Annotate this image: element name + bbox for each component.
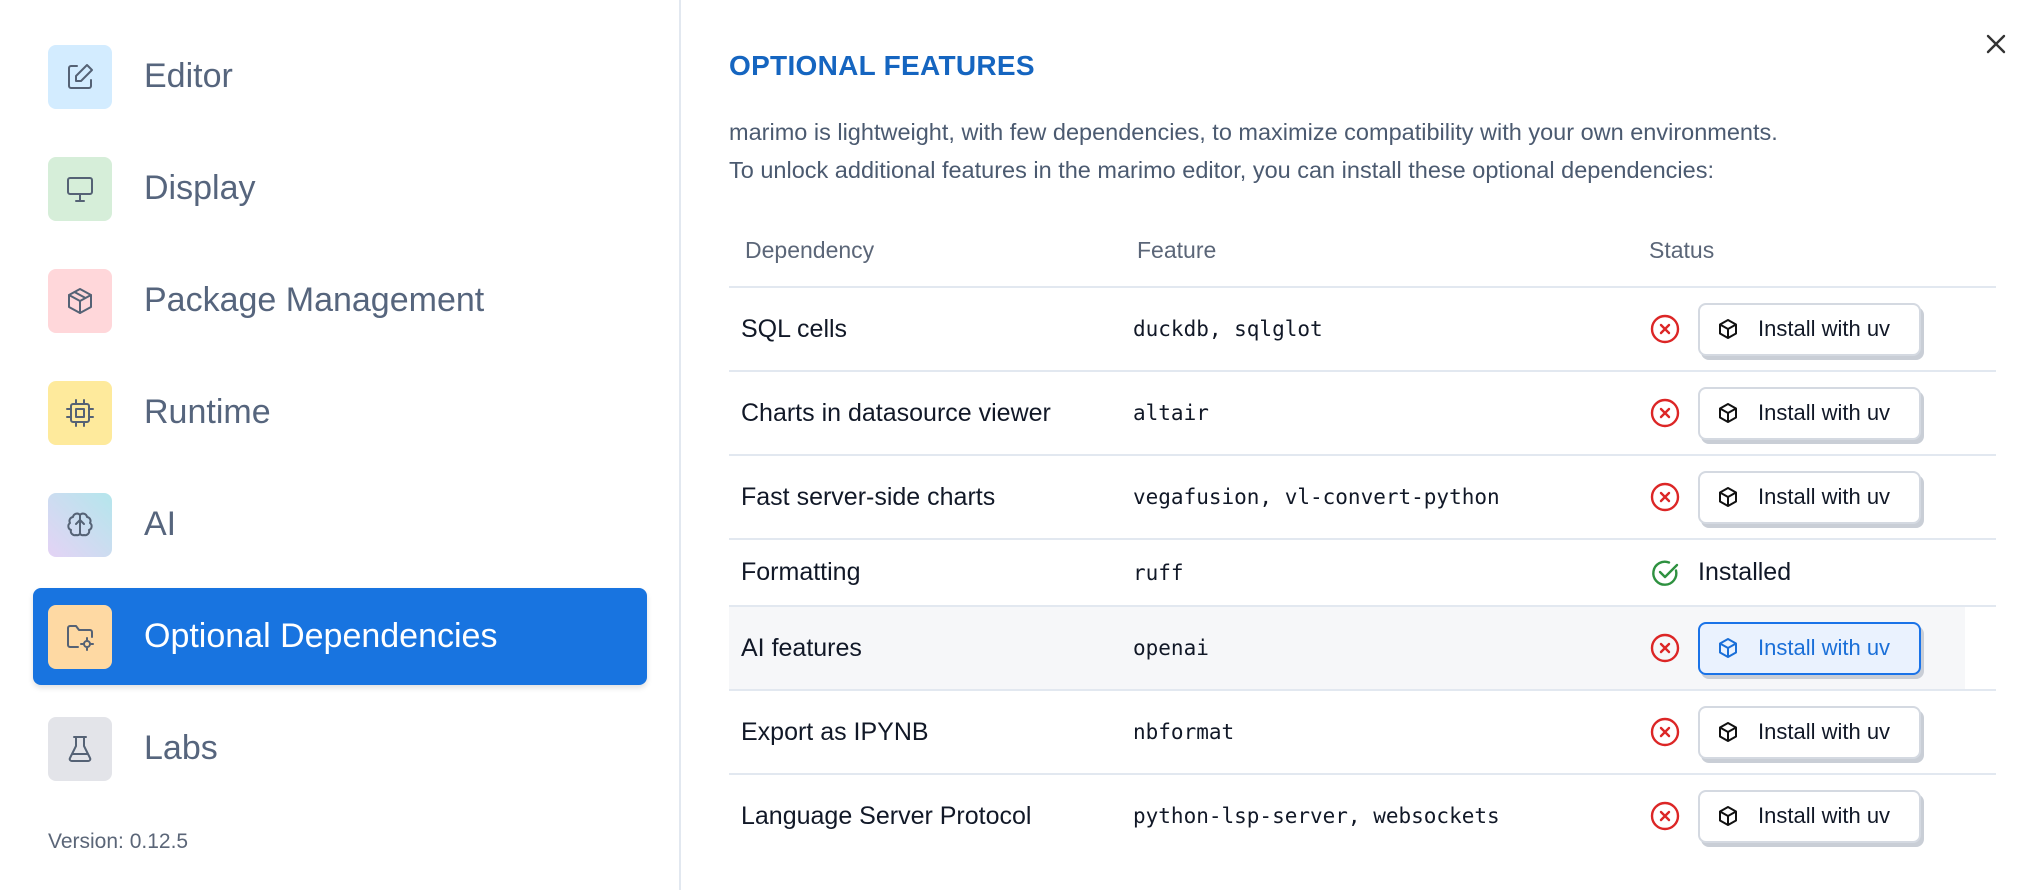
button-label: Install with uv xyxy=(1758,316,1891,341)
feature-cell: altair xyxy=(1132,371,1648,456)
x-circle-icon xyxy=(1650,398,1680,428)
status-cell: Install with uv xyxy=(1648,455,1996,540)
status-cell: Install with uv xyxy=(1648,774,1996,857)
page-title: OPTIONAL FEATURES xyxy=(729,50,1035,81)
header-dependency: Dependency xyxy=(729,215,1132,288)
button-label: Install with uv xyxy=(1758,803,1891,828)
dependency-cell: Export as IPYNB xyxy=(729,690,1132,775)
installed-label: Installed xyxy=(1698,558,1792,586)
sidebar-item-optional-dependencies[interactable]: Optional Dependencies xyxy=(33,588,647,685)
package-icon xyxy=(1719,403,1737,423)
dependency-cell: SQL cells xyxy=(729,287,1132,372)
x-circle-icon xyxy=(1650,482,1680,512)
sidebar-item-label: Editor xyxy=(144,57,233,95)
install-with-uv-button[interactable]: Install with uv xyxy=(1698,386,1921,440)
sidebar-item-label: Package Management xyxy=(144,281,485,319)
flask-icon xyxy=(48,716,112,781)
table-header: Dependency Feature Status xyxy=(729,215,1996,288)
feature-cell: openai xyxy=(1132,606,1648,691)
install-with-uv-button[interactable]: Install with uv xyxy=(1698,302,1921,356)
install-with-uv-button[interactable]: Install with uv xyxy=(1698,621,1921,675)
table-row: SQL cells duckdb, sqlglot Install with uv xyxy=(729,287,1996,372)
description: marimo is lightweight, with few dependen… xyxy=(729,113,1979,189)
sidebar-item-labs[interactable]: Labs xyxy=(33,700,647,797)
status-cell: Installed xyxy=(1648,539,1996,607)
sidebar-item-ai[interactable]: AI xyxy=(33,476,647,573)
feature-cell: ruff xyxy=(1132,539,1648,607)
status-cell: Install with uv xyxy=(1648,606,1996,691)
sidebar-item-label: Runtime xyxy=(144,393,271,431)
settings-sidebar: Editor Display Package Management Runtime AI… xyxy=(0,0,681,890)
description-line: To unlock additional features in the mar… xyxy=(729,157,1715,183)
x-circle-icon xyxy=(1650,717,1680,747)
install-with-uv-button[interactable]: Install with uv xyxy=(1698,789,1921,843)
status-cell: Install with uv xyxy=(1648,690,1996,775)
sidebar-item-display[interactable]: Display xyxy=(33,140,647,237)
version-label: Version: 0.12.5 xyxy=(48,830,189,853)
header-status: Status xyxy=(1648,215,1996,288)
dependency-cell: AI features xyxy=(729,606,1132,691)
table-row: Fast server-side charts vegafusion, vl-co… xyxy=(729,455,1996,540)
package-icon xyxy=(48,268,112,333)
table-row: Export as IPYNB nbformat Install with uv xyxy=(729,690,1996,775)
button-label: Install with uv xyxy=(1758,719,1891,744)
cpu-icon xyxy=(48,380,112,445)
dependency-cell: Formatting xyxy=(729,539,1132,607)
install-with-uv-button[interactable]: Install with uv xyxy=(1698,470,1921,524)
package-icon xyxy=(1719,319,1737,339)
dependency-cell: Language Server Protocol xyxy=(741,801,1032,830)
button-label: Install with uv xyxy=(1758,635,1891,660)
dependencies-table: Dependency Feature Status SQL cells duckd… xyxy=(729,215,1996,857)
sidebar-item-label: Display xyxy=(144,169,256,207)
package-icon xyxy=(1719,487,1737,507)
sidebar-item-label: Optional Dependencies xyxy=(144,617,498,655)
status-cell: Install with uv xyxy=(1648,287,1996,372)
check-circle-icon xyxy=(1652,560,1679,586)
table-row: Charts in datasource viewer altair Install… xyxy=(729,371,1996,456)
sidebar-item-package-management[interactable]: Package Management xyxy=(33,252,647,349)
feature-cell: python-lsp-server, websockets xyxy=(1133,804,1500,828)
status-cell: Install with uv xyxy=(1648,371,1996,456)
install-with-uv-button[interactable]: Install with uv xyxy=(1698,705,1921,759)
feature-cell: duckdb, sqlglot xyxy=(1132,287,1648,372)
pencil-square-icon xyxy=(48,44,112,109)
sidebar-item-label: Labs xyxy=(144,729,218,767)
feature-cell: vegafusion, vl-convert-python xyxy=(1132,455,1648,540)
folder-cog-icon xyxy=(48,604,112,669)
table-row: Formatting ruff Installed xyxy=(729,539,1996,607)
button-label: Install with uv xyxy=(1758,400,1891,425)
x-circle-icon xyxy=(1650,801,1680,831)
feature-cell: nbformat xyxy=(1132,690,1648,775)
table-row: AI features openai Install with uv xyxy=(729,606,1996,691)
x-circle-icon xyxy=(1650,314,1680,344)
sidebar-item-runtime[interactable]: Runtime xyxy=(33,364,647,461)
table-row: Language Server Protocol python-lsp-serve… xyxy=(729,774,1996,857)
package-icon xyxy=(1719,638,1737,658)
x-circle-icon xyxy=(1650,633,1680,663)
dependency-cell: Charts in datasource viewer xyxy=(729,371,1132,456)
description-line: marimo is lightweight, with few dependen… xyxy=(729,119,1778,145)
package-icon xyxy=(1719,806,1737,826)
brain-icon xyxy=(48,492,112,557)
monitor-icon xyxy=(48,156,112,221)
header-feature: Feature xyxy=(1132,215,1648,288)
package-icon xyxy=(1719,722,1737,742)
close-icon[interactable] xyxy=(1980,28,2012,60)
button-label: Install with uv xyxy=(1758,484,1891,509)
dependency-cell: Fast server-side charts xyxy=(729,455,1132,540)
sidebar-item-label: AI xyxy=(144,505,177,543)
sidebar-item-editor[interactable]: Editor xyxy=(33,28,647,125)
